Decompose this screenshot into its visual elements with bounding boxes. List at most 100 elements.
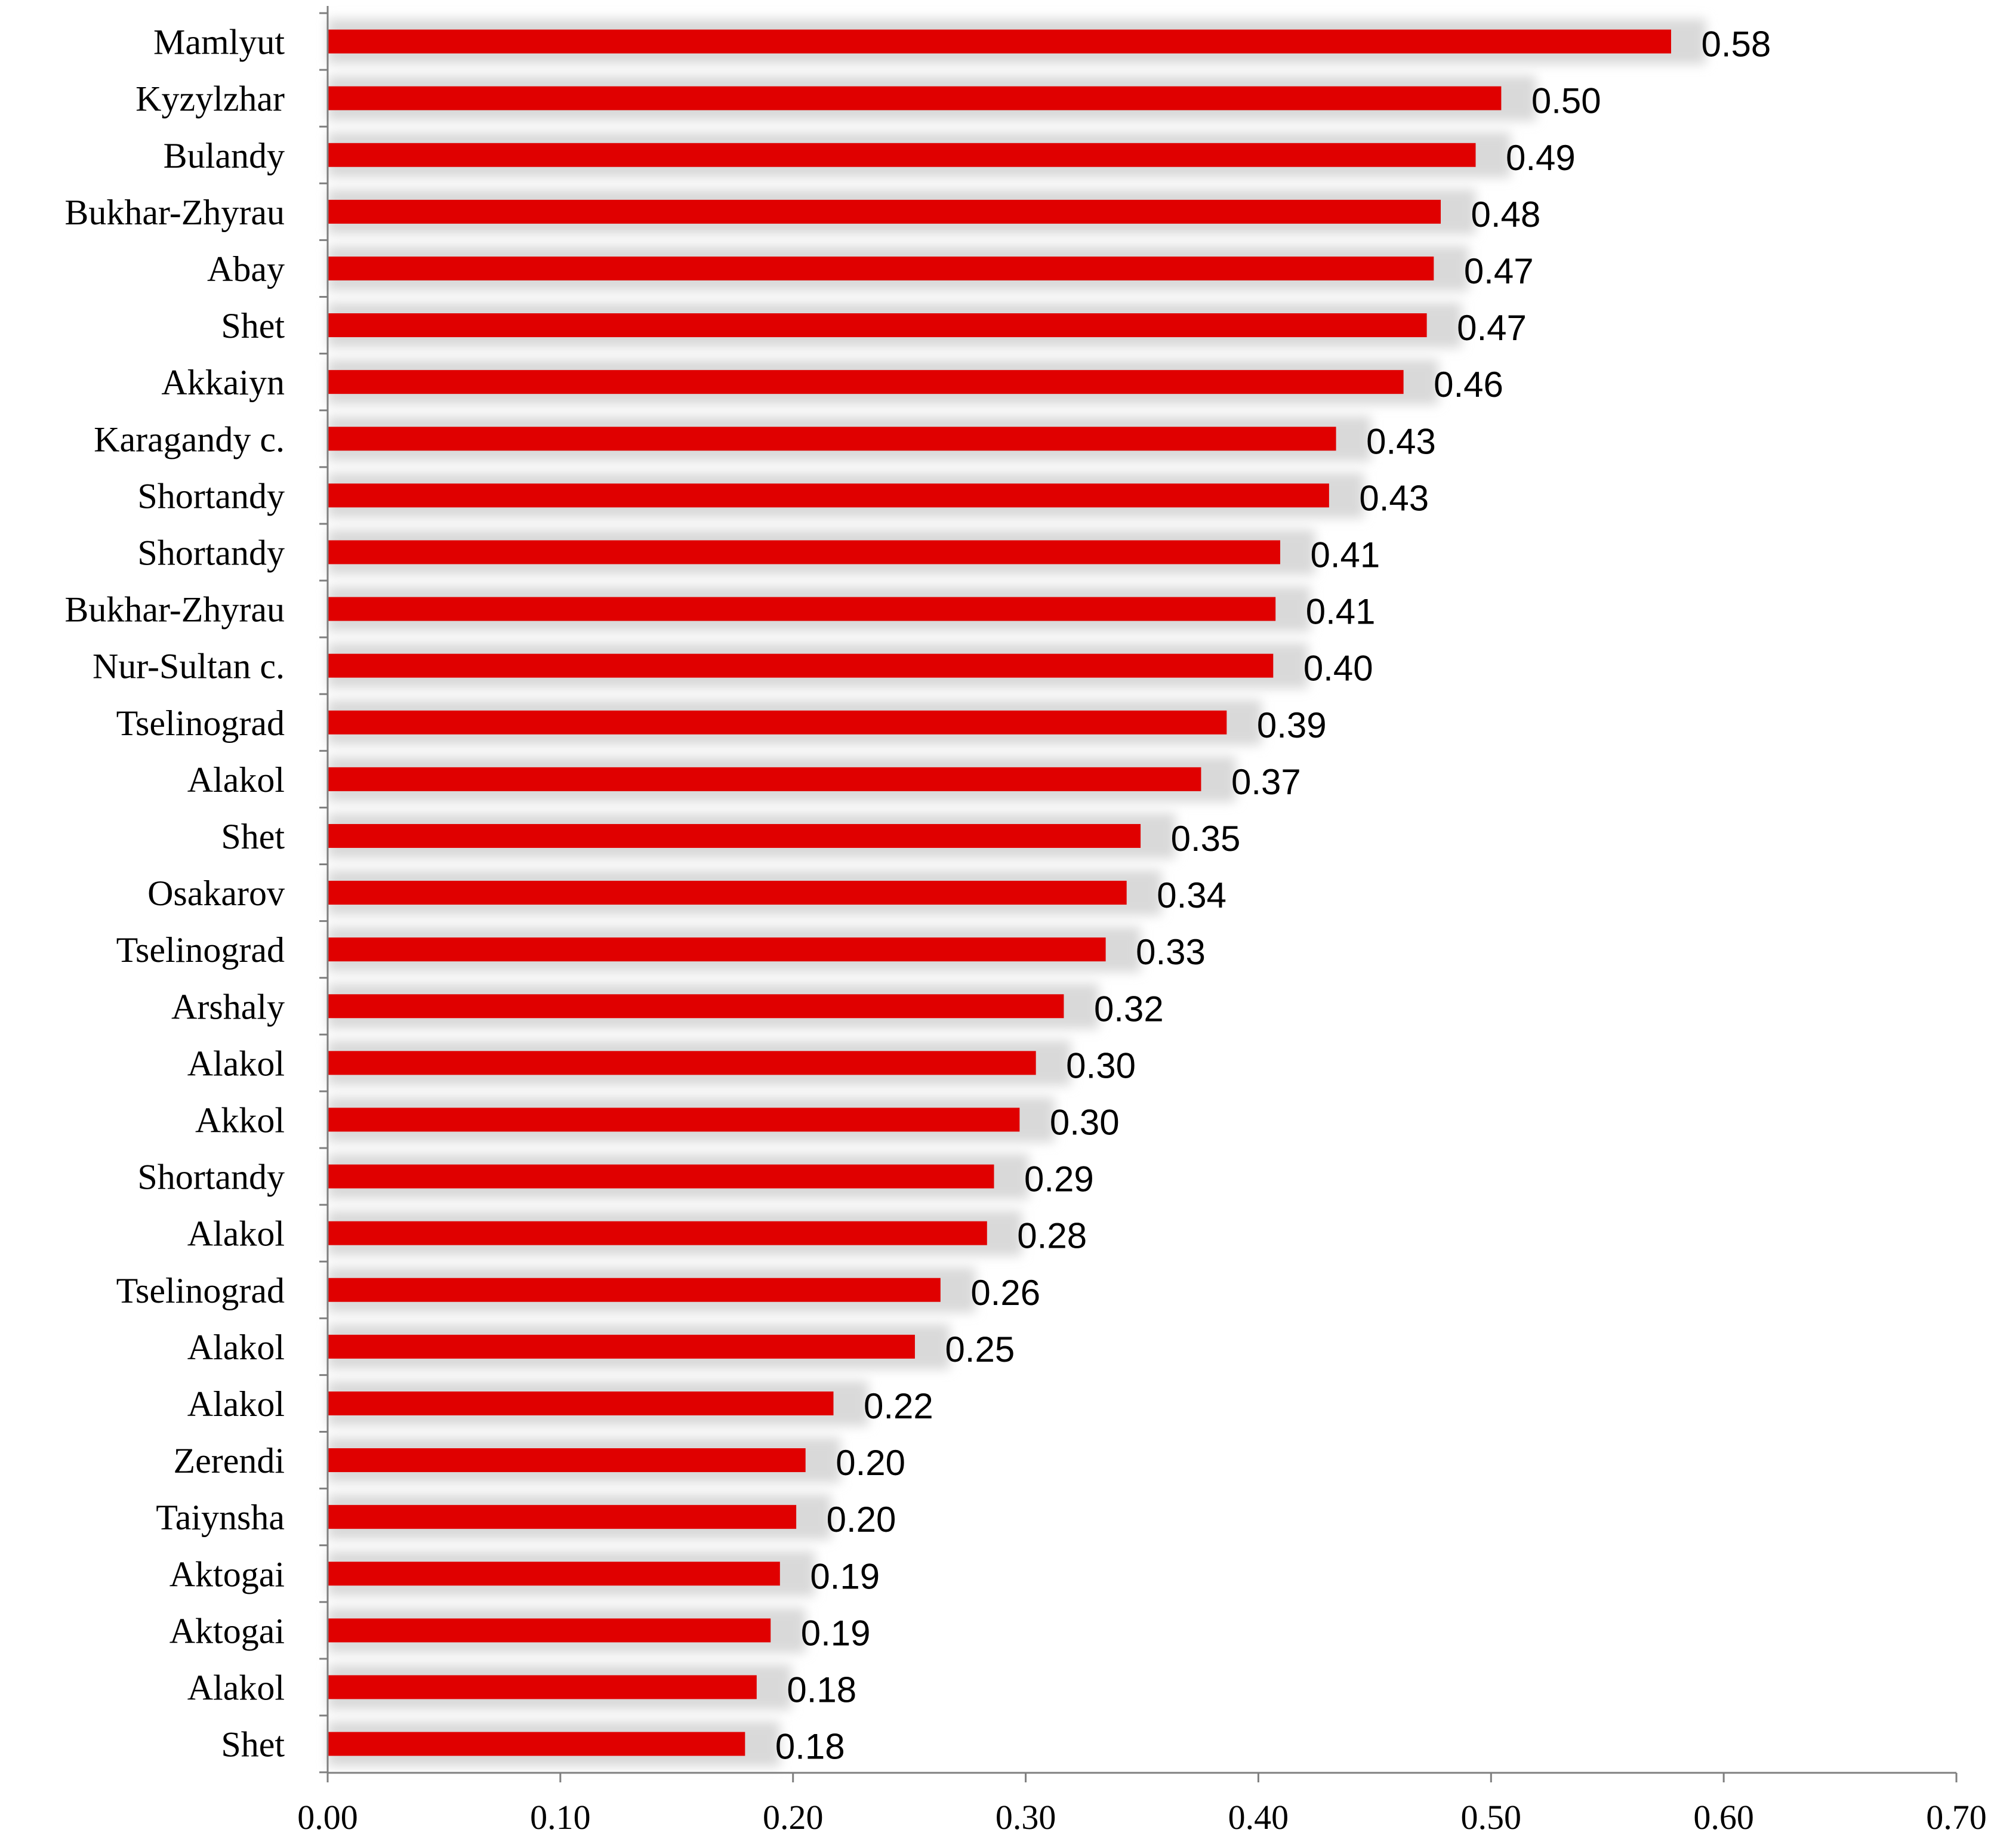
data-label: 0.33 — [1136, 932, 1206, 972]
data-label: 0.41 — [1311, 535, 1380, 575]
category-label: Shet — [221, 306, 285, 345]
bar — [328, 1618, 771, 1643]
category-label: Shortandy — [137, 1158, 285, 1197]
bar — [328, 427, 1336, 451]
data-label: 0.18 — [787, 1670, 856, 1710]
bar — [328, 1107, 1020, 1132]
data-label: 0.19 — [801, 1613, 871, 1653]
bar — [328, 540, 1281, 564]
data-label: 0.32 — [1094, 989, 1164, 1029]
bar — [328, 1391, 834, 1415]
data-label: 0.25 — [945, 1329, 1015, 1369]
x-tick-label: 0.00 — [297, 1798, 358, 1837]
category-label: Tselinograd — [116, 930, 285, 970]
category-label: Bukhar-Zhyrau — [64, 193, 285, 232]
bar — [328, 143, 1476, 167]
bar — [328, 710, 1227, 735]
data-label: 0.29 — [1024, 1159, 1094, 1199]
data-label: 0.30 — [1050, 1102, 1120, 1142]
bar — [328, 199, 1441, 224]
data-label: 0.47 — [1464, 251, 1534, 291]
category-label: Karagandy c. — [94, 419, 285, 459]
data-label: 0.48 — [1471, 195, 1541, 235]
category-label: Alakol — [187, 1044, 285, 1083]
bar — [328, 29, 1671, 54]
category-label: Shet — [221, 1725, 285, 1764]
category-label: Bukhar-Zhyrau — [64, 590, 285, 630]
category-label: Bulandy — [164, 136, 285, 175]
data-label: 0.39 — [1257, 705, 1327, 745]
category-label: Alakol — [187, 1384, 285, 1424]
category-label: Alakol — [187, 1328, 285, 1367]
category-label: Shortandy — [137, 533, 285, 572]
x-tick-label: 0.30 — [996, 1798, 1056, 1837]
bar — [328, 313, 1427, 338]
data-label: 0.50 — [1531, 81, 1601, 121]
bar — [328, 767, 1201, 791]
data-label: 0.46 — [1434, 365, 1503, 405]
category-label: Kyzylzhar — [135, 79, 285, 119]
category-label: Shortandy — [137, 476, 285, 516]
category-label: Nur-Sultan c. — [93, 647, 285, 686]
bar — [328, 597, 1276, 621]
data-label: 0.26 — [970, 1273, 1040, 1313]
category-label: Arshaly — [171, 987, 285, 1026]
bar — [328, 86, 1502, 110]
bar — [328, 937, 1106, 962]
bar — [328, 1505, 797, 1529]
data-label: 0.43 — [1359, 478, 1429, 518]
data-label: 0.18 — [775, 1727, 845, 1767]
category-label: Taiynsha — [156, 1498, 285, 1537]
data-label: 0.58 — [1701, 24, 1771, 64]
category-label: Abay — [207, 249, 285, 289]
category-label: Alakol — [187, 1214, 285, 1254]
bar-layer — [328, 29, 1671, 1756]
bar — [328, 1051, 1036, 1075]
x-tick-label: 0.50 — [1461, 1798, 1522, 1837]
data-label: 0.47 — [1457, 308, 1527, 348]
bar — [328, 1334, 915, 1359]
data-label: 0.20 — [827, 1500, 896, 1540]
data-label: 0.43 — [1366, 421, 1436, 461]
category-label: Tselinograd — [116, 1271, 285, 1310]
bar — [328, 1448, 806, 1473]
bar — [328, 1675, 757, 1699]
data-label: 0.35 — [1171, 819, 1241, 859]
data-label: 0.19 — [810, 1556, 880, 1596]
data-label: 0.22 — [864, 1386, 933, 1426]
bar — [328, 653, 1274, 678]
bar — [328, 823, 1141, 848]
data-label: 0.49 — [1506, 138, 1576, 178]
data-label: 0.34 — [1157, 875, 1226, 915]
bar — [328, 1732, 745, 1756]
bar — [328, 256, 1434, 280]
data-label: 0.20 — [836, 1443, 905, 1483]
bar — [328, 1278, 941, 1302]
category-label: Osakarov — [147, 874, 285, 913]
bar — [328, 1221, 987, 1245]
category-label: Tselinograd — [116, 704, 285, 743]
category-label: Akkol — [195, 1100, 285, 1140]
label-layer: 0.00 0.10 0.20 0.30 0.40 0.50 0.60 0.70 Mamlyut 0… — [64, 23, 1986, 1837]
bar — [328, 881, 1127, 905]
x-tick-label: 0.40 — [1228, 1798, 1289, 1837]
category-label: Mamlyut — [153, 23, 285, 62]
bar — [328, 483, 1329, 508]
bar — [328, 370, 1404, 394]
data-label: 0.40 — [1303, 649, 1373, 689]
data-label: 0.37 — [1231, 762, 1301, 802]
axis-layer — [319, 6, 1958, 1782]
data-label: 0.28 — [1017, 1216, 1087, 1256]
data-label: 0.30 — [1066, 1045, 1136, 1085]
category-label: Shet — [221, 817, 285, 856]
x-tick-label: 0.10 — [530, 1798, 591, 1837]
category-label: Alakol — [187, 1668, 285, 1707]
x-tick-label: 0.60 — [1693, 1798, 1754, 1837]
bar — [328, 1562, 780, 1586]
bar — [328, 994, 1064, 1019]
category-label: Alakol — [187, 760, 285, 800]
category-label: Akkaiyn — [161, 363, 285, 402]
data-label: 0.41 — [1306, 592, 1376, 632]
